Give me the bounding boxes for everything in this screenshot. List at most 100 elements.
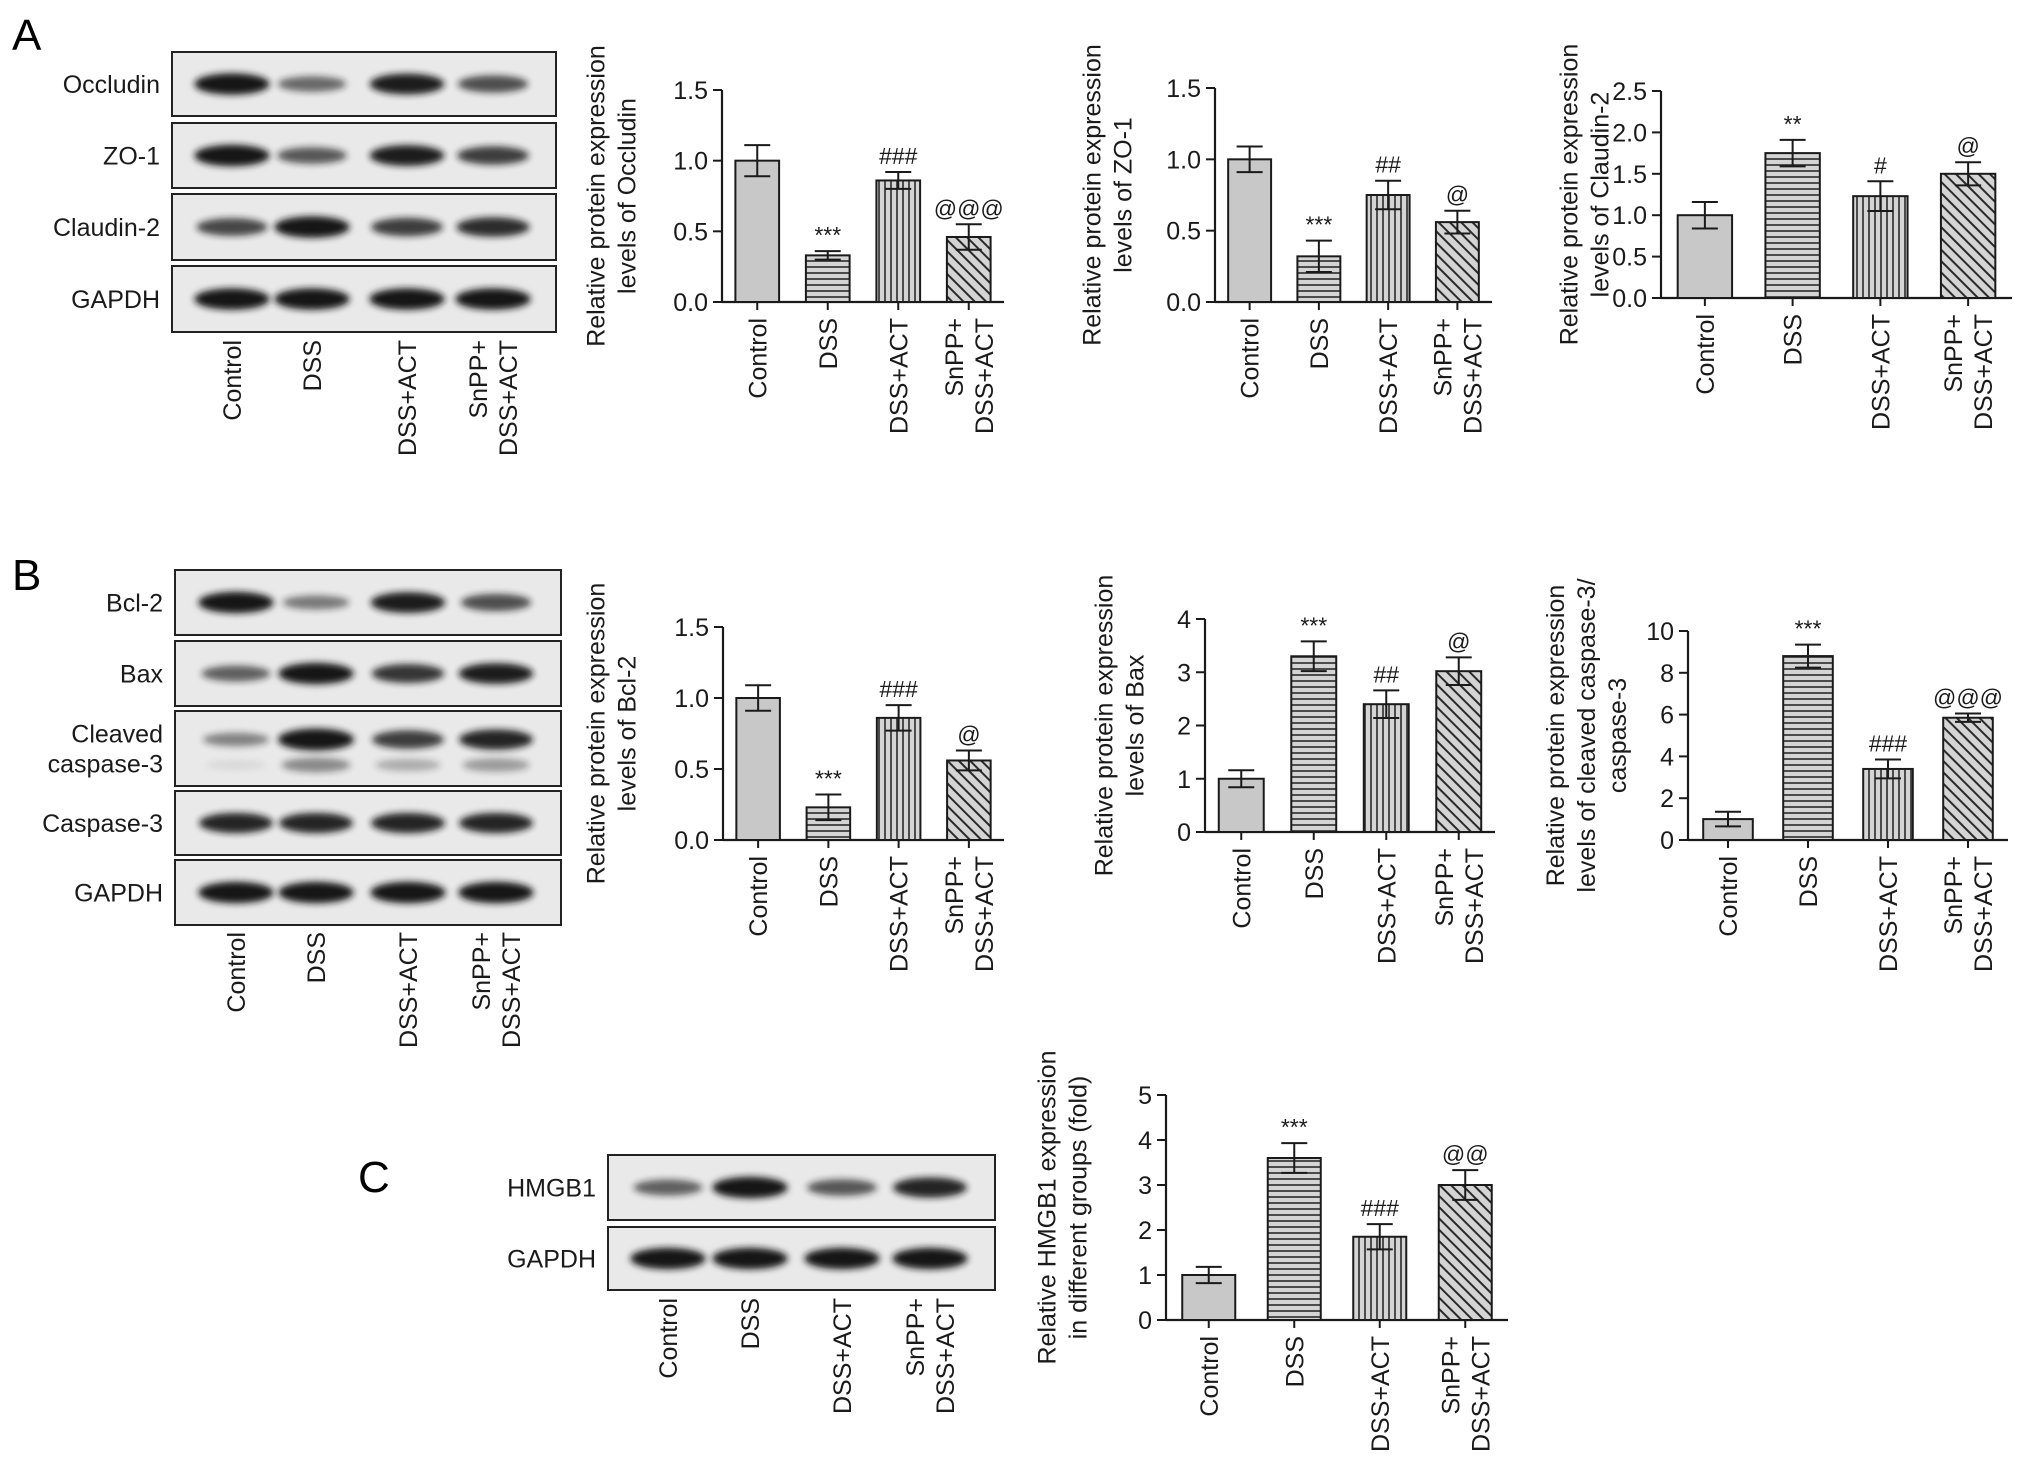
blot-band [712,1176,788,1199]
significance-label: @@@ [934,195,1004,221]
error-bar [1375,179,1402,211]
bar-dss-act [1862,767,1914,841]
blot-band [278,728,354,751]
error-bar [1236,145,1263,174]
significance-label: *** [814,222,841,248]
y-tick-label: 8 [1660,660,1674,688]
blot-band [370,881,446,904]
significance-label: *** [815,766,842,792]
panel-letter-a: A [12,11,42,60]
x-tick-label: DSS [1301,848,1329,899]
blot-band [807,1179,877,1196]
blot-band [460,593,532,612]
blot-band-secondary [281,757,351,773]
significance-label: @ [1447,628,1470,654]
blot-band [892,1247,968,1270]
blot-row-cleaved-caspase-3: Cleaved caspase-3 [48,710,562,787]
y-axis-label: Relative HMGB1 expression in different gr… [1034,1050,1093,1364]
significance-label: ## [1373,661,1399,687]
x-tick-label: Control [1196,1336,1224,1417]
y-tick-label: 1 [1138,1262,1152,1290]
x-tick-label: DSS+ACT [1875,856,1903,972]
error-bar [955,749,982,772]
significance-label: ### [879,676,918,702]
x-tick-label: Control [1715,856,1743,937]
significance-label: @@@ [1933,685,2003,711]
y-axis-label: Relative protein expression levels of Bcl… [583,583,642,885]
y-tick-label: 2.5 [1612,78,1647,106]
blot-label-hmgb1: HMGB1 [507,1175,596,1203]
lane-label-control: Control [655,1298,683,1379]
y-tick-label: 1.0 [1166,146,1201,174]
blot-band [457,146,529,165]
blot-band [201,665,271,682]
bar-dss [1290,655,1338,834]
blot-band [458,881,534,904]
bar-dss [1764,152,1821,299]
error-bar [815,793,842,822]
panel-letter-b: B [12,551,41,600]
x-tick-label: DSS+ACT [886,856,914,972]
blot-band-secondary [205,760,267,770]
chart-occludin: 0.0 0.5 1.0 1.5 Relative protein expression l… [583,45,1004,434]
error-bar [744,144,771,178]
significance-label: *** [1281,1114,1308,1140]
blot-row-bax: Bax [120,640,562,707]
y-axis-label: Relative protein expression levels of Cla… [1556,44,1615,346]
x-tick-label: DSS [1780,314,1808,365]
significance-label: ** [1784,111,1802,137]
blot-band [198,881,274,904]
blot-band [279,812,353,834]
blot-band [371,217,443,237]
blot-label-zo-1: ZO-1 [103,143,160,171]
blot-band [372,730,444,749]
significance-label: # [1874,152,1887,178]
y-tick-label: 2.0 [1612,119,1647,147]
y-tick-label: 0 [1660,827,1674,855]
y-tick-label: 10 [1646,618,1674,646]
x-tick-label: DSS+ACT [1373,848,1401,964]
bar-control [1227,158,1273,303]
bar-control [734,159,781,303]
y-tick-label: 5 [1138,1082,1152,1110]
blot-band [198,591,274,614]
chart-caspase3: 0 2 4 6 8 10 Relative protein expression levels… [1542,578,2008,972]
bar-dss [804,254,851,303]
blot-band [712,1247,788,1270]
bar-dss-act [1365,194,1411,303]
blot-band [455,288,531,310]
blot-band [277,76,347,92]
blot-band [282,595,350,610]
blot-band [369,73,445,95]
blot-band [199,812,273,834]
bar-snpp-dss-act [1939,172,1997,299]
blot-band [274,288,350,310]
y-tick-label: 1.5 [1166,75,1201,103]
y-axis-label: Relative protein expression levels of Bax [1091,575,1150,877]
y-tick-label: 0.5 [674,756,709,784]
x-tick-label: Control [745,856,773,937]
x-tick-label: SnPP+DSS+ACT [941,318,999,434]
y-tick-label: 0.5 [1612,244,1647,272]
blot-band [202,732,270,747]
blot-label-gapdh: GAPDH [507,1246,596,1274]
lane-label-snpp-dss-act: SnPP+DSS+ACT [465,340,523,456]
x-tick-label: Control [744,318,772,399]
blot-band [370,592,446,613]
y-tick-label: 0.0 [1612,285,1647,313]
x-tick-label: DSS [1306,318,1334,369]
bar-snpp-dss-act [1435,670,1483,833]
y-tick-label: 1.0 [1612,202,1647,230]
error-bar [1445,656,1472,687]
error-bar [1281,1142,1308,1174]
y-tick-label: 0.5 [1166,218,1201,246]
significance-label: ### [1869,731,1908,757]
blot-band [457,75,529,93]
lane-label-control: Control [223,932,251,1013]
bar-control [735,697,781,841]
blot-row-zo-1: ZO-1 [103,122,557,189]
y-tick-label: 6 [1660,702,1674,730]
y-tick-label: 3 [1177,659,1191,687]
error-bar [885,704,912,732]
